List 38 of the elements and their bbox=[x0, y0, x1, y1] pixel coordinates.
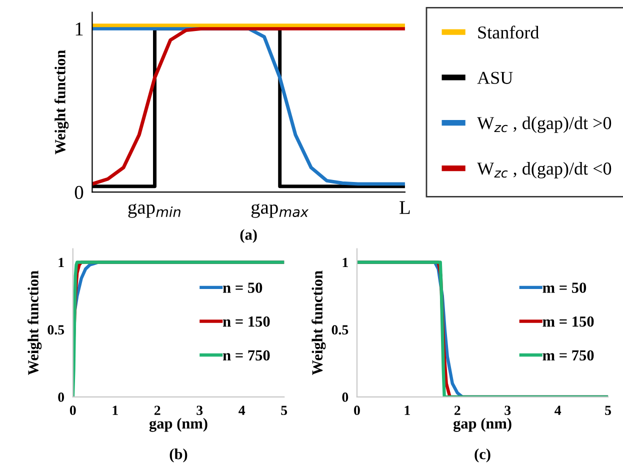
x-tick-label: 4 bbox=[554, 406, 562, 415]
x-tick-label: 1 bbox=[404, 406, 410, 415]
legend-label: m = 50 bbox=[542, 282, 586, 293]
y-axis-title: Weight function bbox=[312, 270, 326, 376]
y-tick-label: 1 bbox=[58, 258, 64, 268]
y-tick-label: 0 bbox=[342, 392, 348, 402]
text: (b) bbox=[170, 448, 188, 462]
x-tick-label: L bbox=[400, 201, 410, 214]
legend-label: m = 150 bbox=[542, 316, 594, 327]
x-tick-label: 2 bbox=[154, 406, 160, 415]
x-tick-label: gap$_{min}$ bbox=[128, 204, 180, 218]
legend-label: Stanford bbox=[478, 26, 540, 39]
x-tick-label: 5 bbox=[605, 406, 612, 416]
x-tick-label: 5 bbox=[281, 406, 288, 416]
legend-label: m = 750 bbox=[542, 350, 594, 361]
y-axis-title: Weight function bbox=[28, 270, 42, 376]
x-axis-title: gap (nm) bbox=[453, 418, 512, 432]
text: (a) bbox=[240, 229, 257, 243]
legend-label: W$_{zc}$ , d(gap)/dt <0 bbox=[477, 162, 612, 178]
legend-label: W$_{zc}$ , d(gap)/dt >0 bbox=[477, 116, 612, 133]
y-tick-label: 0 bbox=[58, 392, 64, 402]
y-axis-title: Weight function bbox=[54, 50, 69, 154]
x-axis-title: gap (nm) bbox=[149, 418, 208, 432]
x-tick-label: 0 bbox=[354, 406, 360, 416]
y-tick-label: 1 bbox=[342, 258, 348, 268]
x-tick-label: gap$_{max}$ bbox=[251, 204, 309, 218]
legend-label: n = 50 bbox=[222, 282, 262, 293]
legend-label: ASU bbox=[477, 72, 513, 84]
text: (c) bbox=[474, 448, 490, 462]
x-tick-label: 3 bbox=[504, 406, 511, 416]
legend-label: n = 750 bbox=[222, 350, 270, 361]
x-tick-label: 3 bbox=[196, 406, 203, 416]
legend-label: n = 150 bbox=[222, 316, 270, 327]
y-tick-label: 0.5 bbox=[332, 325, 348, 335]
x-tick-label: 1 bbox=[112, 406, 118, 415]
x-tick-label: 2 bbox=[454, 406, 460, 415]
x-tick-label: 4 bbox=[238, 406, 246, 415]
y-tick-label: 0.5 bbox=[48, 325, 64, 335]
